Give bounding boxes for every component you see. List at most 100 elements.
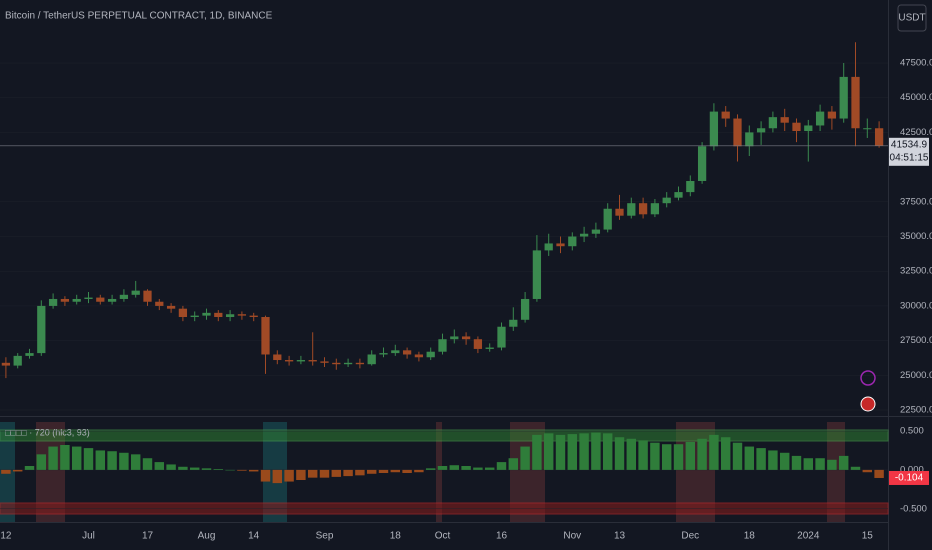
upper-band: [0, 429, 889, 442]
candle-body: [568, 236, 577, 247]
y-tick-label: 27500.0: [900, 335, 932, 346]
histogram-bar: [732, 442, 743, 470]
candle-body: [25, 353, 34, 356]
candle-body: [733, 118, 742, 147]
histogram-bar: [850, 466, 861, 470]
x-tick-label: Jul: [82, 531, 95, 542]
currency-button[interactable]: [897, 4, 927, 32]
histogram-bar: [24, 466, 35, 470]
candle-body: [686, 180, 695, 193]
histogram-bar: [142, 458, 153, 470]
histogram-bar: [414, 469, 424, 473]
candle-body: [284, 360, 294, 362]
candle-body: [556, 243, 565, 247]
candle-body: [379, 353, 388, 355]
x-tick-label: 12: [0, 531, 12, 542]
candle-body: [320, 361, 329, 363]
event-icon[interactable]: [860, 370, 876, 386]
x-tick-label: Sep: [316, 531, 334, 542]
histogram-bar: [567, 434, 578, 470]
histogram-bar: [768, 450, 778, 470]
x-tick-label: Oct: [435, 531, 451, 542]
countdown: 04:51:15: [890, 152, 929, 163]
candle-body: [214, 312, 223, 318]
histogram-bar: [756, 448, 766, 470]
currency-label[interactable]: USDT: [898, 13, 925, 24]
histogram-bar: [673, 444, 684, 470]
candle-body: [237, 314, 247, 316]
histogram-bar: [107, 451, 117, 470]
candle-body: [60, 298, 70, 302]
y-tick-label: 45000.0: [900, 92, 932, 103]
candle-body: [827, 111, 837, 119]
histogram-bar: [779, 452, 790, 470]
candle-body: [780, 117, 789, 123]
histogram-bar: [189, 467, 200, 470]
candle-body: [792, 122, 801, 132]
y-tick-label: 35000.0: [900, 231, 932, 242]
histogram-bar: [709, 434, 719, 470]
candle-body: [438, 339, 447, 352]
x-tick-label: 13: [614, 531, 626, 542]
histogram-bar: [449, 465, 460, 470]
histogram-bar: [520, 446, 530, 470]
histogram-bar: [484, 467, 495, 470]
histogram-bar: [874, 469, 884, 478]
candle-body: [84, 297, 93, 299]
flag-icon[interactable]: [860, 396, 876, 412]
candle-body: [414, 354, 424, 358]
candle-body: [745, 132, 754, 147]
histogram-bar: [130, 454, 141, 470]
candle-body: [520, 298, 530, 320]
candle-body: [48, 298, 58, 306]
y-tick-label: 37500.0: [900, 196, 932, 207]
histogram-bar: [331, 469, 342, 477]
x-tick-label: 2024: [797, 531, 820, 542]
candle-body: [13, 355, 22, 366]
y-tick-label: 22500.0: [900, 405, 932, 416]
histogram-bar: [12, 469, 23, 472]
histogram-bar: [543, 433, 554, 470]
y-tick-label: -0.500: [900, 503, 927, 514]
histogram-bar: [650, 442, 660, 470]
candle-body: [662, 197, 671, 204]
histogram-bar: [166, 464, 176, 470]
histogram-bar: [602, 433, 613, 470]
x-tick-label: Aug: [198, 531, 216, 542]
candle-body: [166, 305, 176, 309]
last-price-label: 41534.9: [891, 139, 928, 150]
histogram-bar: [402, 469, 412, 473]
last-value-tag: [889, 470, 929, 485]
candle-body: [143, 290, 152, 302]
candle-body: [815, 111, 825, 126]
histogram-bar: [154, 462, 165, 470]
histogram-bar: [36, 454, 47, 470]
histogram-bar: [390, 469, 401, 473]
candle-body: [1, 362, 11, 366]
candle-body: [851, 76, 860, 129]
chart-title: Bitcoin / TetherUS PERPETUAL CONTRACT, 1…: [5, 11, 273, 22]
candle-body: [72, 298, 81, 302]
y-tick-label: 0.000: [900, 464, 924, 475]
candle-body: [674, 192, 683, 198]
histogram-bar: [272, 469, 283, 484]
candle-body: [839, 76, 848, 119]
candle-body: [874, 128, 884, 146]
candle-body: [355, 362, 365, 365]
candle-body: [343, 362, 353, 365]
candle-body: [804, 125, 813, 132]
candle-body: [202, 312, 211, 316]
candle-body: [391, 350, 400, 354]
histogram-bar: [95, 450, 106, 470]
histogram-bar: [803, 458, 814, 470]
y-tick-label: 30000.0: [900, 300, 932, 311]
histogram-bar: [815, 458, 825, 470]
histogram-bar: [248, 469, 259, 472]
candle-body: [308, 360, 317, 362]
last-value-label: -0.104: [895, 473, 924, 484]
histogram-bar: [626, 438, 637, 470]
candle-body: [249, 315, 258, 318]
histogram-bar: [425, 468, 436, 470]
